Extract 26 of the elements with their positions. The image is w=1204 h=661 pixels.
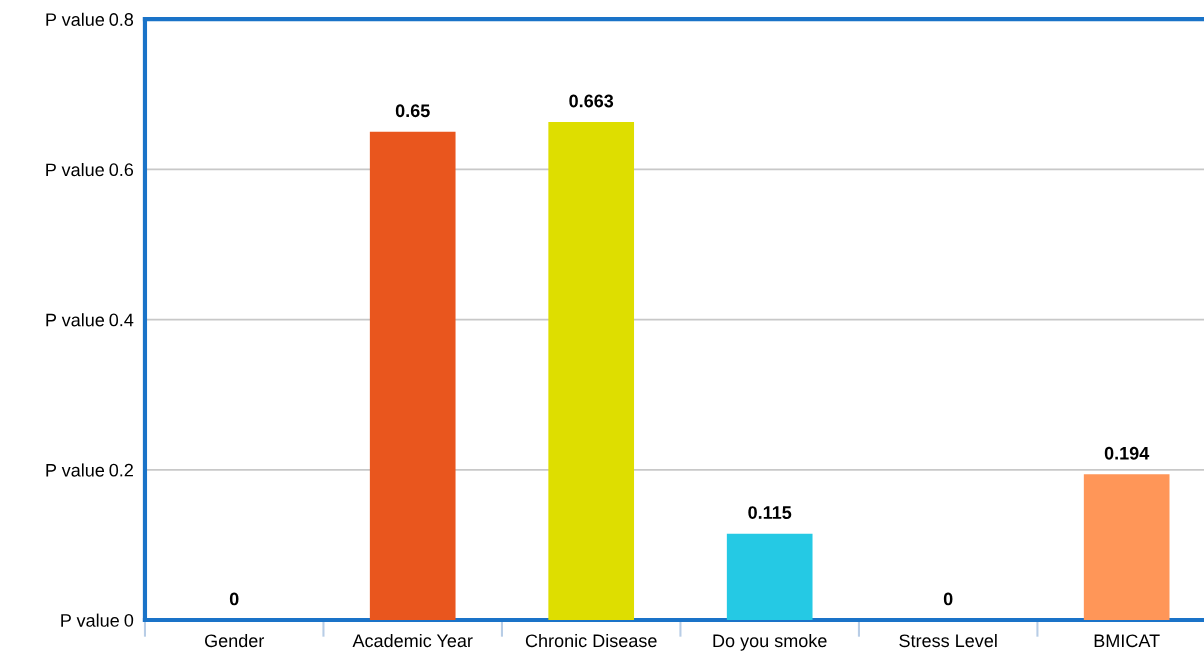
data-label: 0.663 — [569, 94, 614, 108]
bar — [548, 122, 635, 621]
y-tick-label: 0.4 — [109, 313, 134, 327]
text: P value — [46, 463, 105, 477]
y-tick-label: 0 — [124, 613, 134, 627]
x-tick-label: BMICAT — [1094, 634, 1160, 648]
bar — [726, 533, 813, 621]
x-tick-label: Stress Level — [899, 633, 997, 648]
x-tick-label: Academic Year — [352, 633, 473, 648]
text: P value — [46, 12, 105, 27]
data-label: 0 — [229, 592, 239, 606]
text: P value — [46, 313, 105, 327]
data-label: 0 — [943, 592, 953, 606]
y-axis-title: P value — [61, 613, 119, 627]
y-tick-label: 0.2 — [109, 463, 133, 477]
x-tick-label: Chronic Disease — [525, 633, 657, 648]
bar — [1083, 474, 1170, 621]
y-tick-label: 0.6 — [109, 163, 134, 177]
y-tick-label: 0.8 — [109, 13, 134, 26]
data-label: 0.115 — [748, 506, 792, 519]
x-tick-label: Do you smoke — [713, 633, 827, 651]
x-tick-label: Gender — [205, 633, 265, 648]
data-label: 0.194 — [1104, 446, 1150, 460]
bar — [369, 131, 456, 621]
data-label: 0.65 — [395, 104, 430, 118]
text: P value — [46, 162, 104, 177]
